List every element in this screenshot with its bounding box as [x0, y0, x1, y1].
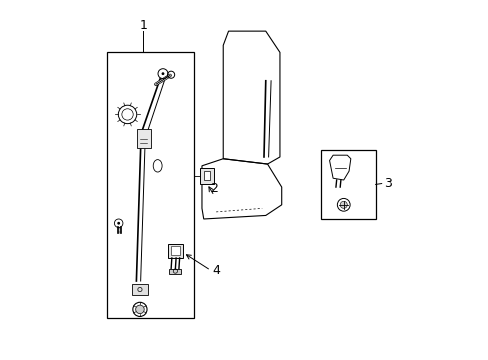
Text: 4: 4 — [212, 264, 220, 277]
Circle shape — [135, 305, 144, 314]
Circle shape — [117, 222, 120, 225]
Text: 2: 2 — [210, 183, 218, 195]
Circle shape — [161, 72, 164, 75]
Bar — [168, 244, 183, 258]
Bar — [171, 246, 180, 256]
Bar — [320, 150, 375, 219]
Bar — [107, 53, 194, 318]
Bar — [137, 129, 150, 148]
Bar — [132, 284, 147, 295]
Bar — [169, 269, 181, 274]
Text: 1: 1 — [139, 19, 147, 32]
Bar — [203, 171, 210, 180]
Bar — [200, 168, 213, 184]
Circle shape — [340, 201, 346, 208]
Text: 3: 3 — [384, 177, 391, 190]
